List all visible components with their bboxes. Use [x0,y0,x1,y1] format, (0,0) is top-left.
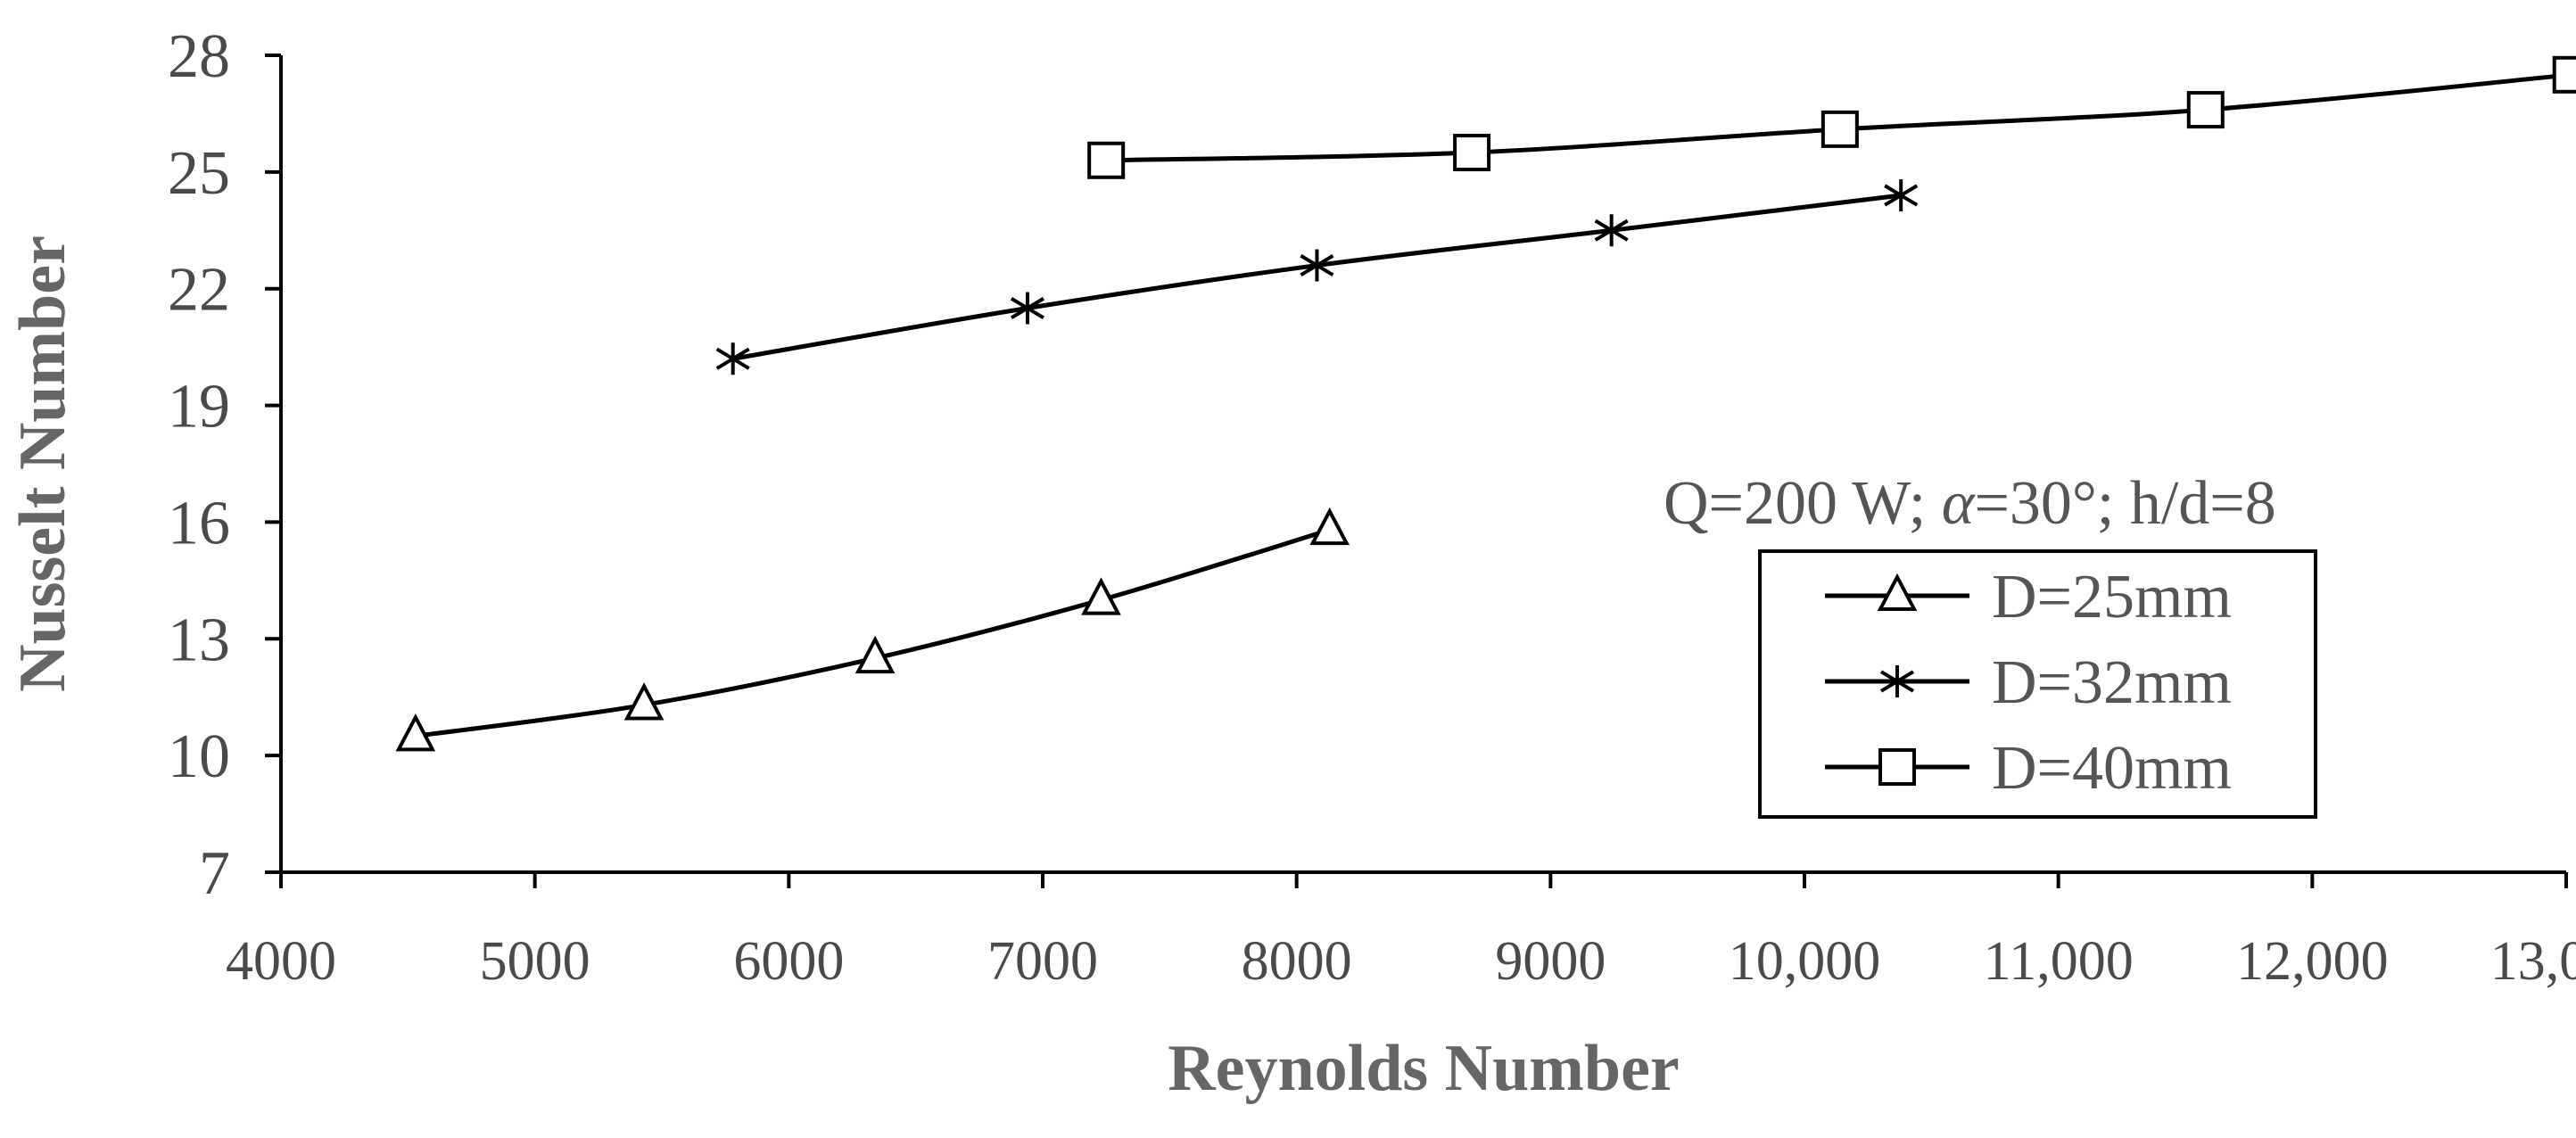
legend-item-triangle: D=25mm [1825,563,2232,631]
legend-item-square: D=40mm [1825,734,2232,803]
y-tick-label: 13 [168,606,230,674]
x-tick-label: 5000 [480,931,590,992]
legend-marker-asterisk [1879,665,1915,697]
x-axis-label: Reynolds Number [1168,1032,1680,1105]
x-tick-label: 8000 [1242,931,1352,992]
y-tick-label: 19 [168,373,230,441]
y-tick-label: 25 [168,139,230,208]
y-tick-label: 7 [199,839,230,908]
x-tick-label: 6000 [733,931,844,992]
legend-marker-square [1878,748,1916,786]
data-point-square [2186,91,2225,129]
legend-marker-triangle [1877,573,1918,611]
x-tick-label: 7000 [987,931,1098,992]
y-tick-label: 22 [168,256,230,325]
data-point-asterisk [1884,179,1919,212]
data-point-triangle [1309,507,1350,546]
annotation-prefix: Q=200 W; [1664,469,1942,538]
x-tick-label: 9000 [1495,931,1606,992]
series-asterisk [715,179,1919,375]
legend-label: D=32mm [1992,648,2232,717]
data-point-triangle [855,635,896,674]
axes-layer: 7 10 13 16 19 22 25 28 4000 5000 6000 7000 8000 9000 1… [168,22,2576,992]
legend-item-asterisk: D=32mm [1825,648,2232,717]
data-point-triangle [623,682,665,721]
x-tick-label: 12,000 [2236,931,2389,992]
data-point-square [1087,141,1126,179]
annotation-suffix: =30°; h/d=8 [1974,469,2275,538]
legend-label: D=25mm [1992,563,2232,631]
data-point-square [1453,134,1491,172]
data-point-asterisk [1300,249,1334,282]
y-tick-label: 16 [168,489,230,557]
data-point-triangle [395,713,436,752]
y-tick-label: 28 [168,22,230,91]
series-layer [395,55,2576,752]
y-tick-label: 10 [168,722,230,791]
data-point-triangle [1081,577,1121,615]
x-tick-label: 13,000 [2490,931,2576,992]
data-point-square [1821,110,1859,148]
series-triangle [395,507,1350,752]
data-point-asterisk [715,342,750,375]
y-axis-label: Nusselt Number [6,235,79,692]
condition-annotation: Q=200 W; α=30°; h/d=8 [1664,469,2276,538]
legend: D=25mm D=32mm D=40mm [1758,549,2317,819]
data-point-asterisk [1010,292,1044,325]
x-tick-label: 4000 [226,931,336,992]
data-point-square [2552,55,2576,94]
series-square [1087,55,2576,179]
legend-label: D=40mm [1992,734,2232,803]
series-line-triangle [415,527,1331,738]
x-tick-label: 10,000 [1729,931,1881,992]
annotation-alpha: α [1942,469,1976,538]
x-tick-label: 11,000 [1984,931,2134,992]
data-point-asterisk [1594,214,1629,247]
